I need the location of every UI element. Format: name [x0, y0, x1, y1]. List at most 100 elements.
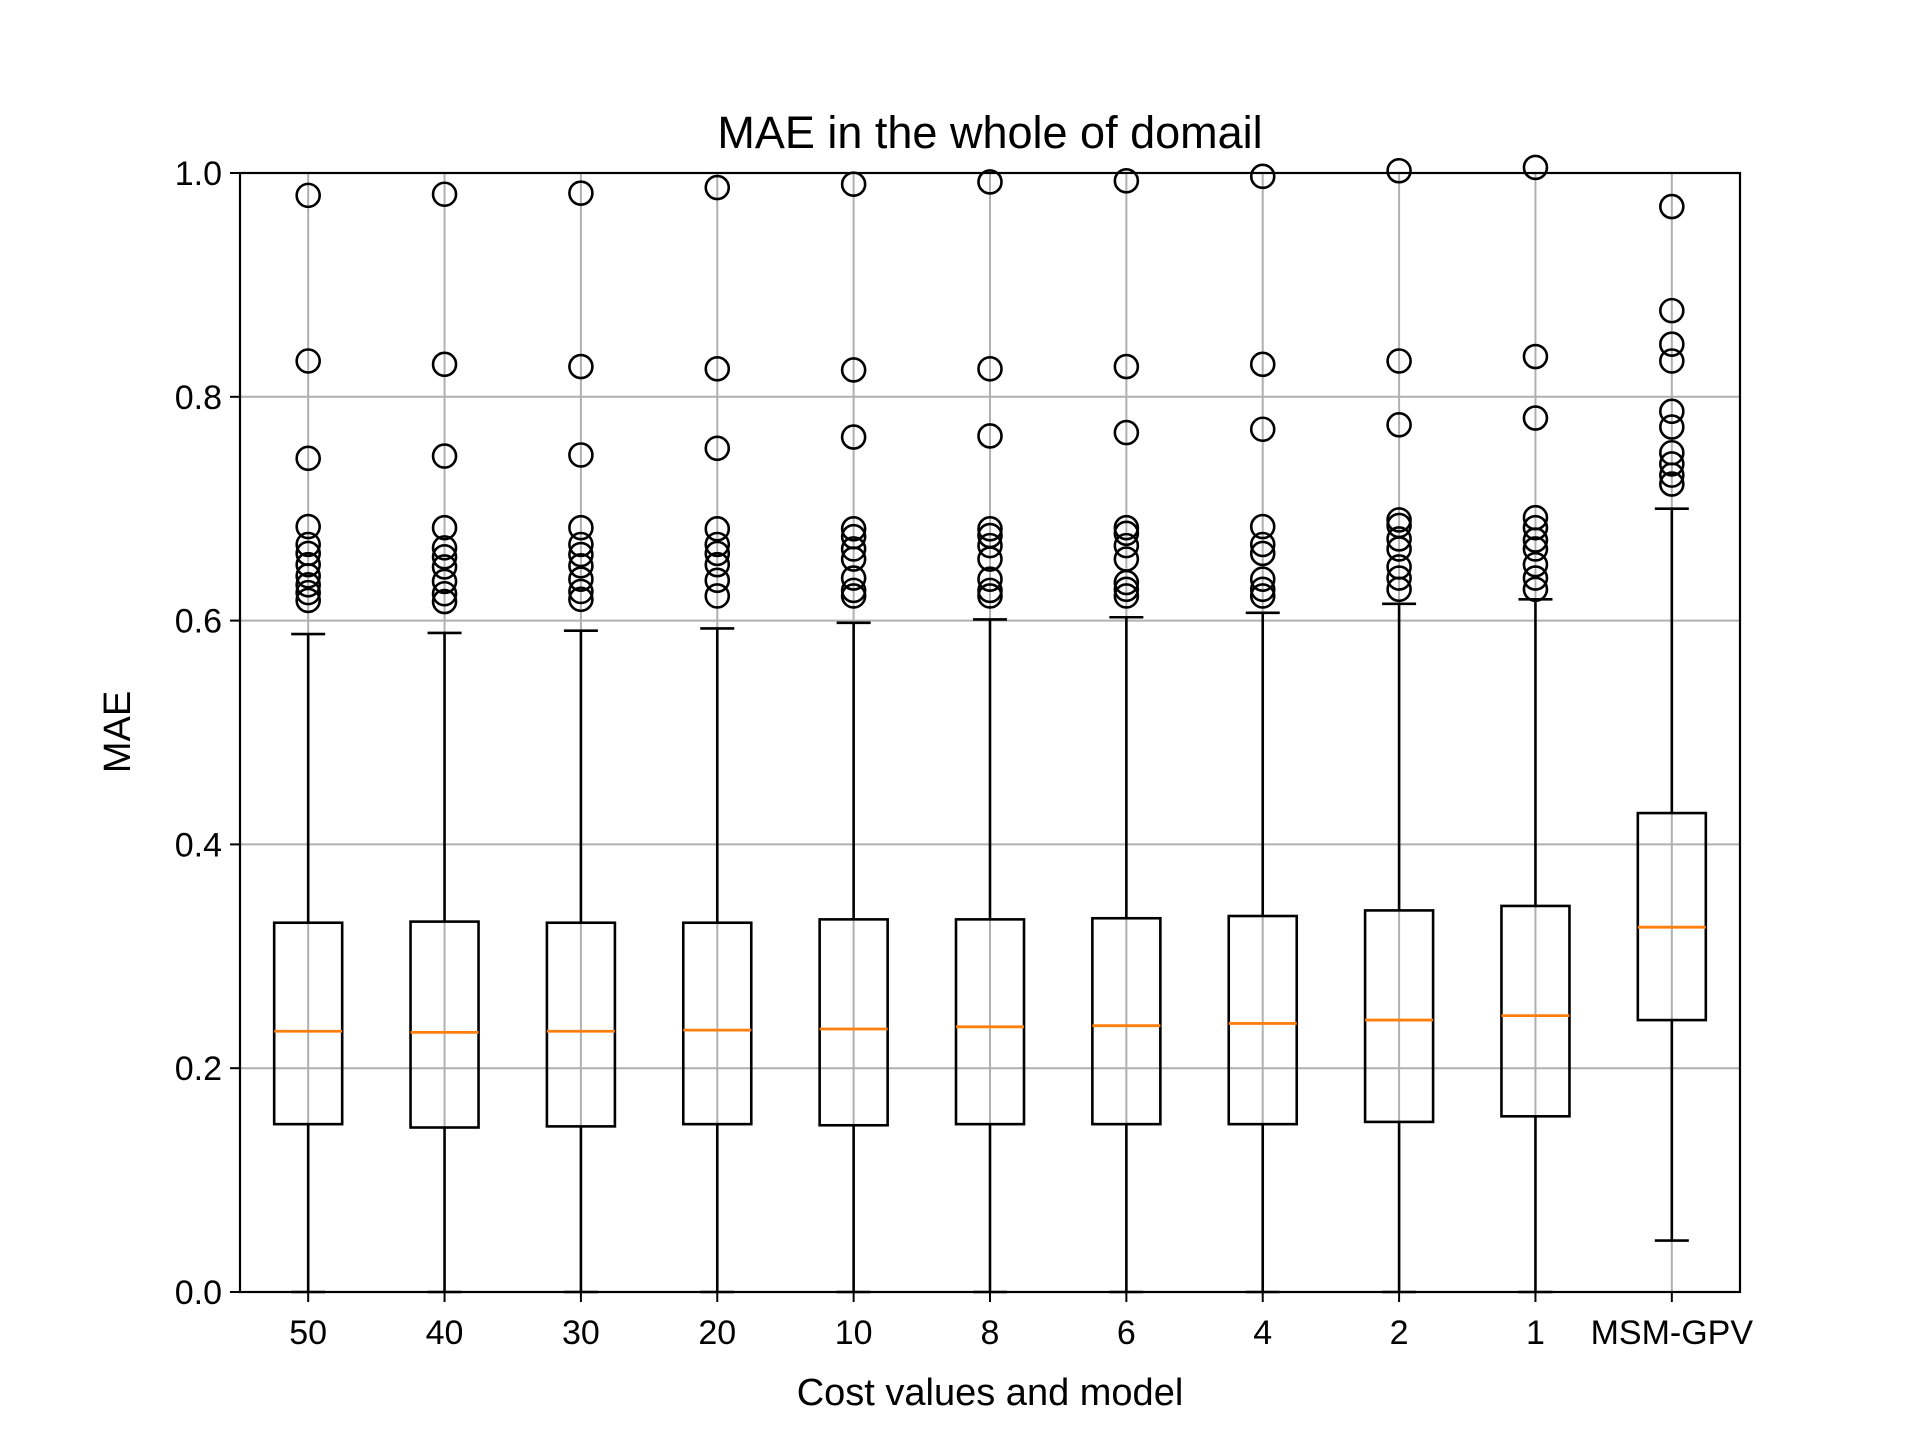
outlier-point [840, 523, 867, 550]
outlier-point [1113, 583, 1140, 609]
outlier-point [295, 445, 321, 472]
outlier-point [431, 514, 458, 541]
outlier-point [1113, 419, 1140, 446]
box-iqr [1500, 904, 1571, 1118]
box-iqr [954, 918, 1026, 1126]
box-group [1636, 193, 1708, 1242]
outlier-point [295, 531, 321, 558]
x-tick-label: 20 [698, 1314, 736, 1352]
outlier-point [1386, 411, 1412, 438]
outlier-point [1659, 348, 1685, 374]
outlier-point [568, 586, 594, 613]
box-group [681, 174, 753, 1294]
y-tick-label: 0.2 [175, 1050, 222, 1088]
outlier-point [1386, 507, 1412, 533]
outlier-point [568, 566, 594, 592]
box-group [1227, 163, 1299, 1294]
y-tick-label: 1.0 [175, 155, 222, 193]
outlier-point [1522, 576, 1549, 603]
x-tick-label: 2 [1390, 1314, 1409, 1352]
outlier-point [568, 541, 594, 568]
outlier-point [1249, 531, 1276, 558]
outlier-point [431, 443, 458, 469]
box-iqr [409, 920, 480, 1129]
outlier-point [431, 588, 458, 615]
box-group [409, 181, 480, 1294]
plot-area [272, 154, 1708, 1294]
outlier-point [840, 565, 867, 591]
outlier-point [295, 540, 321, 567]
outlier-point [840, 536, 867, 562]
x-tick-label: 40 [426, 1314, 464, 1352]
outlier-point [1659, 331, 1685, 358]
outlier-point [704, 435, 731, 462]
box-iqr [1227, 914, 1299, 1126]
outlier-point [1522, 536, 1549, 562]
x-tick-label: 6 [1117, 1314, 1136, 1352]
outlier-point [295, 182, 321, 209]
outlier-point [1386, 348, 1412, 374]
box-iqr [272, 921, 344, 1126]
outlier-point [840, 424, 867, 450]
outlier-point [568, 353, 594, 380]
outlier-point [1249, 416, 1276, 443]
x-tick-label: 1 [1526, 1314, 1545, 1352]
outlier-point [704, 516, 731, 542]
outlier-point [431, 535, 458, 561]
outlier-point [295, 587, 321, 614]
box-iqr [1091, 916, 1162, 1126]
outlier-point [1522, 154, 1549, 181]
y-axis-ticks: 0.0 0.2 0.4 0.6 0.8 1.0 [175, 155, 240, 1312]
outlier-point [1659, 414, 1685, 440]
outlier-point [840, 516, 867, 542]
outlier-point [1659, 451, 1685, 477]
outlier-point [704, 531, 731, 558]
outlier-point [431, 554, 458, 580]
outlier-point [295, 571, 321, 598]
x-axis-ticks: 50 40 30 20 10 8 6 4 2 1 MSM-GPV [289, 1292, 1753, 1352]
x-tick-label: 4 [1253, 1314, 1272, 1352]
outlier-point [431, 181, 458, 208]
outlier-point [568, 531, 594, 558]
outlier-point [977, 577, 1003, 604]
outlier-point [1249, 351, 1276, 378]
outlier-point [840, 577, 867, 604]
outlier-point [1659, 193, 1685, 220]
outlier-point [295, 551, 321, 578]
x-tick-label: 30 [562, 1314, 600, 1352]
outlier-point [1113, 546, 1140, 572]
outlier-point [1249, 576, 1276, 603]
outlier-point [704, 567, 731, 594]
outlier-point [431, 544, 458, 570]
outlier-point [704, 540, 731, 567]
y-tick-label: 0.6 [175, 603, 222, 641]
outlier-point [568, 514, 594, 541]
box-group [272, 182, 344, 1294]
outlier-point [431, 568, 458, 595]
box-iqr [1636, 811, 1708, 1022]
outlier-point [1249, 513, 1276, 540]
outlier-point [1522, 565, 1549, 591]
outlier-point [977, 566, 1003, 592]
outlier-point [977, 423, 1003, 449]
outlier-point [977, 169, 1003, 195]
outlier-point [1249, 540, 1276, 567]
outlier-point [1522, 551, 1549, 578]
outlier-point [704, 174, 731, 201]
outlier-point [295, 348, 321, 374]
outlier-point [568, 180, 594, 206]
outlier-point [1113, 532, 1140, 559]
x-axis-label: Cost values and model [797, 1372, 1184, 1414]
outlier-point [295, 579, 321, 606]
outlier-point [1386, 157, 1412, 184]
y-tick-label: 0.4 [175, 826, 222, 864]
box-iqr [818, 918, 889, 1127]
outlier-point [568, 578, 594, 605]
box-group [545, 180, 617, 1294]
box-group [1363, 157, 1435, 1294]
outlier-point [431, 580, 458, 607]
outlier-point [1249, 566, 1276, 592]
x-tick-label: 50 [289, 1314, 327, 1352]
x-tick-label: MSM-GPV [1591, 1314, 1754, 1352]
outlier-point [1386, 554, 1412, 580]
